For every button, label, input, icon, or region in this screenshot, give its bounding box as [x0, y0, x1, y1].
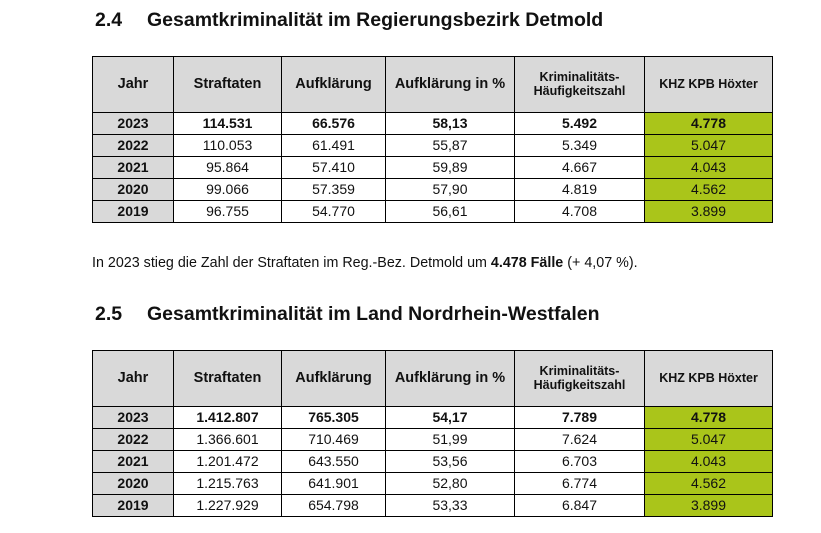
cell-haeufigkeitszahl: 6.703 [514, 450, 645, 473]
cell-aufklaerung: 54.770 [281, 200, 386, 223]
cell-aufklaerung: 641.901 [281, 472, 386, 495]
cell-straftaten: 1.412.807 [173, 406, 282, 429]
cell-aufklaerung: 710.469 [281, 428, 386, 451]
cell-aufklaerung-prozent: 53,33 [385, 494, 515, 517]
table-row: 2020 99.066 57.359 57,90 4.819 4.562 [92, 178, 773, 201]
cell-aufklaerung-prozent: 59,89 [385, 156, 515, 179]
table-row: 2019 1.227.929 654.798 53,33 6.847 3.899 [92, 494, 773, 517]
header-khz-hoexter: KHZ KPB Höxter [644, 56, 773, 113]
summary-highlight: 4.478 Fälle [490, 255, 564, 271]
cell-haeufigkeitszahl: 4.819 [514, 178, 645, 201]
table-row: 2023 114.531 66.576 58,13 5.492 4.778 [92, 112, 773, 135]
cell-year: 2023 [92, 112, 174, 135]
cell-haeufigkeitszahl: 6.847 [514, 494, 645, 517]
summary-text: In 2023 stieg die Zahl der Straftaten im… [92, 255, 638, 271]
cell-haeufigkeitszahl: 4.667 [514, 156, 645, 179]
cell-haeufigkeitszahl: 5.492 [514, 112, 645, 135]
section-number: 2.4 [95, 9, 123, 31]
summary-prefix: In 2023 stieg die Zahl der Straftaten im… [92, 255, 491, 271]
cell-year: 2019 [92, 494, 174, 517]
header-jahr: Jahr [92, 56, 174, 113]
section-heading: Gesamtkriminalität im Land Nordrhein-Wes… [147, 303, 600, 325]
cell-aufklaerung-prozent: 52,80 [385, 472, 515, 495]
cell-khz: 5.047 [644, 428, 773, 451]
header-straftaten: Straftaten [173, 350, 282, 407]
cell-straftaten: 110.053 [173, 134, 282, 157]
cell-aufklaerung: 57.359 [281, 178, 386, 201]
cell-aufklaerung-prozent: 51,99 [385, 428, 515, 451]
header-haeufigkeitszahl: Kriminalitäts-Häufigkeitszahl [514, 350, 645, 407]
cell-straftaten: 114.531 [173, 112, 282, 135]
cell-aufklaerung-prozent: 56,61 [385, 200, 515, 223]
cell-straftaten: 1.201.472 [173, 450, 282, 473]
cell-aufklaerung: 654.798 [281, 494, 386, 517]
table-row: 2023 1.412.807 765.305 54,17 7.789 4.778 [92, 406, 773, 429]
table-header-row: Jahr Straftaten Aufklärung Aufklärung in… [92, 56, 773, 113]
cell-straftaten: 99.066 [173, 178, 282, 201]
table-row: 2021 1.201.472 643.550 53,56 6.703 4.043 [92, 450, 773, 473]
cell-straftaten: 1.215.763 [173, 472, 282, 495]
cell-aufklaerung-prozent: 55,87 [385, 134, 515, 157]
cell-khz: 4.778 [644, 112, 773, 135]
cell-haeufigkeitszahl: 6.774 [514, 472, 645, 495]
table-row: 2022 110.053 61.491 55,87 5.349 5.047 [92, 134, 773, 157]
cell-aufklaerung: 643.550 [281, 450, 386, 473]
header-aufklaerung: Aufklärung [281, 56, 386, 113]
table-row: 2021 95.864 57.410 59,89 4.667 4.043 [92, 156, 773, 179]
cell-year: 2020 [92, 472, 174, 495]
cell-khz: 4.043 [644, 156, 773, 179]
header-khz-hoexter: KHZ KPB Höxter [644, 350, 773, 407]
cell-khz: 4.562 [644, 472, 773, 495]
section-title-detmold: 2.4 Gesamtkriminalität im Regierungsbezi… [95, 9, 603, 32]
cell-khz: 5.047 [644, 134, 773, 157]
cell-aufklaerung: 61.491 [281, 134, 386, 157]
summary-suffix: (+ 4,07 %). [563, 255, 638, 271]
cell-straftaten: 1.227.929 [173, 494, 282, 517]
cell-aufklaerung-prozent: 53,56 [385, 450, 515, 473]
cell-year: 2022 [92, 428, 174, 451]
cell-khz: 3.899 [644, 494, 773, 517]
table-row: 2022 1.366.601 710.469 51,99 7.624 5.047 [92, 428, 773, 451]
table-row: 2019 96.755 54.770 56,61 4.708 3.899 [92, 200, 773, 223]
cell-khz: 4.043 [644, 450, 773, 473]
cell-haeufigkeitszahl: 7.624 [514, 428, 645, 451]
header-jahr: Jahr [92, 350, 174, 407]
cell-haeufigkeitszahl: 5.349 [514, 134, 645, 157]
crime-table-detmold: Jahr Straftaten Aufklärung Aufklärung in… [92, 56, 773, 223]
cell-year: 2022 [92, 134, 174, 157]
header-straftaten: Straftaten [173, 56, 282, 113]
crime-table-nrw: Jahr Straftaten Aufklärung Aufklärung in… [92, 350, 773, 517]
cell-aufklaerung: 66.576 [281, 112, 386, 135]
cell-khz: 3.899 [644, 200, 773, 223]
cell-straftaten: 96.755 [173, 200, 282, 223]
header-aufklaerung: Aufklärung [281, 350, 386, 407]
cell-aufklaerung-prozent: 57,90 [385, 178, 515, 201]
cell-aufklaerung: 765.305 [281, 406, 386, 429]
section-heading: Gesamtkriminalität im Regierungsbezirk D… [147, 9, 604, 31]
cell-haeufigkeitszahl: 4.708 [514, 200, 645, 223]
table-header-row: Jahr Straftaten Aufklärung Aufklärung in… [92, 350, 773, 407]
header-aufklaerung-prozent: Aufklärung in % [385, 56, 515, 113]
cell-year: 2021 [92, 156, 174, 179]
cell-khz: 4.562 [644, 178, 773, 201]
cell-straftaten: 95.864 [173, 156, 282, 179]
cell-year: 2020 [92, 178, 174, 201]
header-aufklaerung-prozent: Aufklärung in % [385, 350, 515, 407]
cell-khz: 4.778 [644, 406, 773, 429]
cell-aufklaerung-prozent: 54,17 [385, 406, 515, 429]
cell-year: 2021 [92, 450, 174, 473]
cell-aufklaerung-prozent: 58,13 [385, 112, 515, 135]
section-title-nrw: 2.5 Gesamtkriminalität im Land Nordrhein… [95, 303, 600, 326]
cell-straftaten: 1.366.601 [173, 428, 282, 451]
cell-year: 2023 [92, 406, 174, 429]
table-row: 2020 1.215.763 641.901 52,80 6.774 4.562 [92, 472, 773, 495]
header-haeufigkeitszahl: Kriminalitäts-Häufigkeitszahl [514, 56, 645, 113]
cell-haeufigkeitszahl: 7.789 [514, 406, 645, 429]
cell-aufklaerung: 57.410 [281, 156, 386, 179]
section-number: 2.5 [95, 303, 123, 325]
cell-year: 2019 [92, 200, 174, 223]
